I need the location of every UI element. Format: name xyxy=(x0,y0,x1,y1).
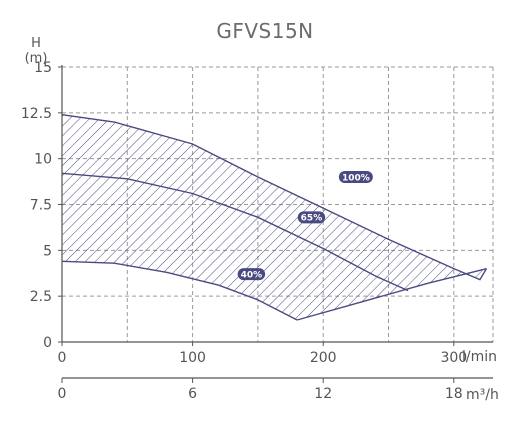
x2-tick-label-0: 0 xyxy=(58,386,67,402)
x-axis-label: l/min xyxy=(462,349,497,365)
y-tick-label-2: 5 xyxy=(43,243,52,259)
x2-tick-label-3: 18 xyxy=(445,386,463,402)
curve-100pct xyxy=(61,113,488,281)
y-tick-label-0: 0 xyxy=(43,335,52,351)
x-tick-label-3: 300 xyxy=(440,350,467,366)
badge-label-0: 100% xyxy=(342,173,370,183)
speed-badges: 100% 65% 40% xyxy=(237,171,373,281)
axes: 0 2.5 5 7.5 10 12.5 15 0 100 200 300 0 6 12 18 xyxy=(21,60,493,402)
y-tick-label-3: 7.5 xyxy=(30,198,52,214)
x2-axis-label: m³/h xyxy=(466,387,499,403)
badge-bg-0 xyxy=(338,171,373,183)
x-tick-label-2: 200 xyxy=(310,350,337,366)
hatch-area xyxy=(62,114,487,321)
badge-bg-2 xyxy=(237,268,266,281)
badge-label-2: 40% xyxy=(241,270,263,280)
y-tick-label-1: 2.5 xyxy=(30,289,52,305)
curve-65pct xyxy=(61,172,409,292)
y-tick-label-4: 10 xyxy=(34,152,52,168)
hatched-area xyxy=(62,114,487,321)
x-tick-label-1: 100 xyxy=(179,350,206,366)
y-tick-label-5: 12.5 xyxy=(21,106,52,122)
curves xyxy=(61,113,488,321)
chart-title: GFVS15N xyxy=(216,19,313,43)
badge-label-1: 65% xyxy=(301,214,323,224)
x2-tick-label-1: 6 xyxy=(188,386,197,402)
y-axis-label-line1: H xyxy=(31,36,41,51)
curve-envelope-bottom xyxy=(296,267,487,321)
y-axis-label-line2: (m) xyxy=(25,51,48,66)
y-tick-label-6: 15 xyxy=(34,60,52,76)
x-tick-label-0: 0 xyxy=(58,350,67,366)
badge-bg-1 xyxy=(297,211,326,224)
curve-40pct xyxy=(61,260,298,321)
x2-tick-label-2: 12 xyxy=(314,386,332,402)
